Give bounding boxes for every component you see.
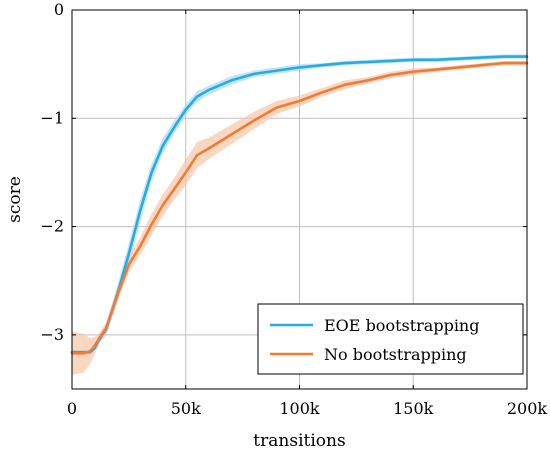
legend-label: EOE bootstrapping xyxy=(324,316,479,335)
series-lines xyxy=(70,55,529,355)
x-tick-label: 200k xyxy=(507,399,548,418)
x-axis-label: transitions xyxy=(253,431,345,451)
y-tick-label: −2 xyxy=(40,217,64,236)
y-tick-label: −3 xyxy=(40,325,64,344)
axis-ticks: 0 50k 100k 150k 200k 0 −1 −2 −3 xyxy=(40,0,547,418)
x-tick-label: 100k xyxy=(279,399,320,418)
y-tick-label: 0 xyxy=(54,0,64,19)
x-tick-label: 0 xyxy=(67,399,77,418)
x-tick-label: 150k xyxy=(393,399,434,418)
legend: EOE bootstrapping No bootstrapping xyxy=(257,303,524,375)
legend-label: No bootstrapping xyxy=(324,345,467,364)
y-axis-label: score xyxy=(5,176,25,223)
x-tick-label: 50k xyxy=(171,399,201,418)
series-line xyxy=(70,61,529,355)
y-tick-label: −1 xyxy=(40,108,64,127)
legend-box xyxy=(257,303,524,375)
